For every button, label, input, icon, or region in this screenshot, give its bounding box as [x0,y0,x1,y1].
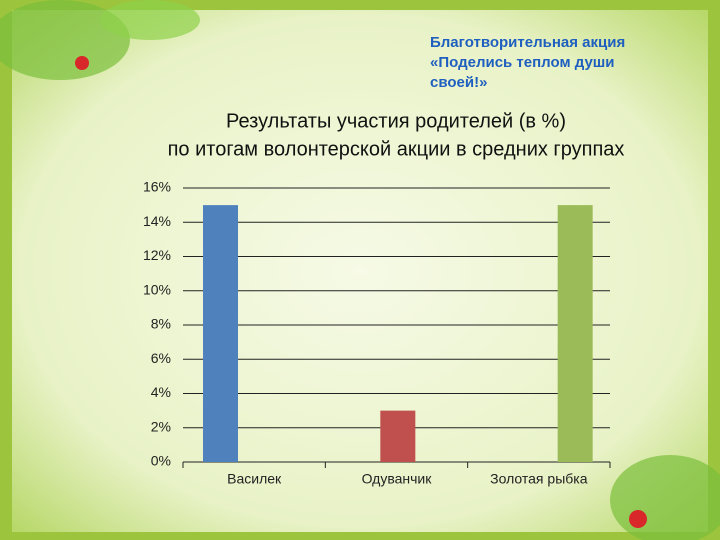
chart-title: Результаты участия родителей (в %) [226,110,566,132]
y-tick-label: 14% [143,213,171,229]
y-tick-label: 6% [151,350,171,366]
leaf-decoration [0,0,130,80]
bar [380,410,416,462]
background [12,10,708,532]
ladybug [629,510,647,528]
y-tick-label: 4% [151,384,171,400]
leaf-decoration [100,0,200,40]
y-tick-label: 12% [143,247,171,263]
x-tick-label: Одуванчик [362,471,433,487]
x-tick-label: Василек [227,471,282,487]
x-tick-label: Золотая рыбка [490,471,588,487]
y-tick-label: 8% [151,316,171,332]
ladybug [75,56,89,70]
annotation-line: «Поделись теплом души [430,54,615,71]
chart-title: по итогам волонтерской акции в средних г… [168,138,625,160]
y-tick-label: 0% [151,453,171,469]
annotation-line: Благотворительная акция [430,34,625,51]
y-tick-label: 2% [151,418,171,434]
bar [203,205,238,462]
annotation-line: своей!» [430,74,487,91]
annotation: Благотворительная акция «Поделись теплом… [430,34,625,91]
y-tick-label: 10% [143,281,171,297]
bar [557,205,593,462]
y-tick-label: 16% [143,179,171,195]
